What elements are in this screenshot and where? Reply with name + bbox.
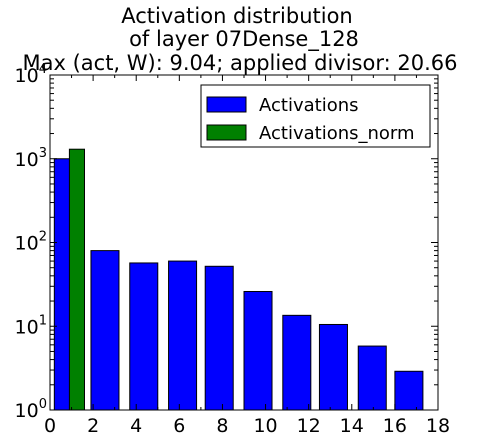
x-tick-label-9: 18 bbox=[426, 415, 450, 437]
bar-activations-6 bbox=[282, 314, 312, 411]
bar-activations-2 bbox=[129, 262, 159, 411]
y-tick-label-1: 101 bbox=[15, 313, 47, 338]
x-tick-label-3: 6 bbox=[173, 415, 185, 437]
bar-activations-4 bbox=[204, 265, 234, 411]
bar-activations-7 bbox=[318, 323, 348, 411]
chart-title-line-1: Activation distribution bbox=[121, 4, 352, 28]
legend-label-0: Activations bbox=[259, 95, 359, 116]
chart-title: Activation distribution of layer 07Dense… bbox=[23, 4, 458, 75]
axis-ticks bbox=[49, 74, 439, 411]
y-tick-label-3: 103 bbox=[15, 146, 47, 171]
x-tick-label-6: 12 bbox=[297, 415, 321, 437]
y-tick-label-2: 102 bbox=[15, 230, 47, 255]
x-tick-label-0: 0 bbox=[44, 415, 56, 437]
y-axis-tick-labels: 100 101 102 103 104 bbox=[15, 62, 47, 422]
bars-layer bbox=[53, 148, 424, 411]
chart-title-line-2: of layer 07Dense_128 bbox=[129, 27, 359, 52]
bar-activations-5 bbox=[243, 290, 273, 411]
legend-swatch-1 bbox=[206, 124, 247, 141]
x-tick-label-4: 8 bbox=[216, 415, 228, 437]
bar-activations-9 bbox=[394, 370, 424, 411]
y-tick-label-4: 104 bbox=[15, 62, 47, 87]
bar-activations-norm-0 bbox=[68, 148, 85, 411]
legend-label-1: Activations_norm bbox=[259, 123, 415, 144]
bar-activations-3 bbox=[168, 260, 198, 411]
x-tick-label-2: 4 bbox=[130, 415, 142, 437]
legend: Activations Activations_norm bbox=[200, 84, 431, 148]
x-tick-label-8: 16 bbox=[383, 415, 407, 437]
x-tick-label-5: 10 bbox=[253, 415, 277, 437]
y-tick-label-0: 100 bbox=[15, 397, 47, 422]
x-tick-label-1: 2 bbox=[87, 415, 99, 437]
x-axis-tick-labels: 0 2 4 6 8 10 12 14 16 18 bbox=[44, 415, 450, 437]
bar-activations-1 bbox=[90, 250, 120, 411]
legend-swatch-0 bbox=[206, 96, 247, 113]
bar-activations-8 bbox=[357, 345, 387, 411]
chart-title-line-3: Max (act, W): 9.04; applied divisor: 20.… bbox=[23, 51, 458, 75]
x-tick-label-7: 14 bbox=[340, 415, 364, 437]
